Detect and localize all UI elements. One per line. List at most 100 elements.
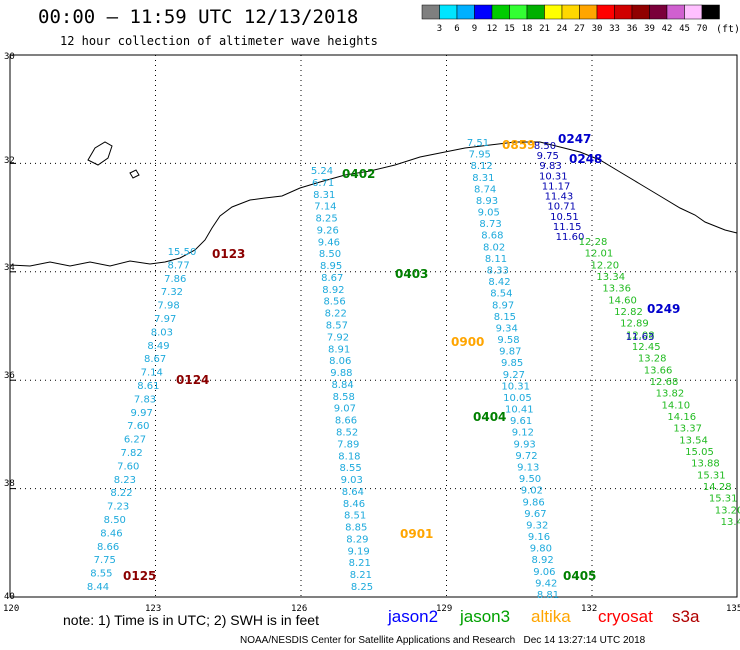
- wave-height-value: 15.31: [697, 470, 726, 481]
- wave-height-value: 7.92: [327, 332, 349, 343]
- pass-time-label: 0403: [395, 267, 428, 281]
- lon-label: 132: [581, 604, 598, 614]
- wave-height-value: 8.21: [350, 570, 372, 581]
- wave-height-value: 7.60: [117, 461, 139, 472]
- lat-label: 34: [4, 263, 15, 273]
- wave-height-value: 9.34: [496, 323, 518, 334]
- wave-height-value: 13.34: [596, 272, 625, 283]
- wave-height-value: 8.22: [325, 309, 347, 320]
- wave-height-value: 8.46: [343, 499, 365, 510]
- wave-height-value: 9.32: [526, 520, 548, 531]
- color-scale-tick: 33: [609, 24, 620, 34]
- wave-height-value: 9.02: [521, 486, 543, 497]
- map-frame: [9, 54, 738, 598]
- wave-height-value: 13.82: [656, 389, 685, 400]
- island-outline: [87, 141, 113, 166]
- wave-height-value: 8.02: [483, 242, 505, 253]
- wave-height-value: 7.89: [337, 439, 359, 450]
- wave-height-value: 9.58: [497, 335, 519, 346]
- wave-height-value: 14.28: [703, 482, 732, 493]
- wave-height-value: 7.95: [469, 150, 491, 161]
- wave-height-value: 9.83: [539, 161, 561, 172]
- lat-label: 38: [4, 479, 15, 489]
- pass-time-label: 0123: [212, 247, 245, 261]
- wave-height-value: 8.06: [329, 356, 351, 367]
- wave-height-value: 9.27: [503, 370, 525, 381]
- wave-height-value: 13.28: [638, 354, 667, 365]
- wave-height-value: 9.97: [131, 408, 153, 419]
- color-swatch: [701, 4, 720, 20]
- wave-height-value: 8.25: [315, 214, 337, 225]
- page-subtitle: 12 hour collection of altimeter wave hei…: [60, 34, 378, 48]
- pass-time-label: 0248: [569, 152, 602, 166]
- wave-height-value: 14.16: [667, 412, 696, 423]
- pass-time-label: 0249: [647, 302, 680, 316]
- wave-height-value: 9.06: [533, 567, 555, 578]
- wave-height-value: 7.14: [314, 202, 336, 213]
- pass-time-label: 0859: [502, 138, 535, 152]
- color-scale-tick: 39: [644, 24, 655, 34]
- color-scale-tick: 45: [679, 24, 690, 34]
- wave-height-value: 8.66: [97, 542, 119, 553]
- wave-height-value: 8.21: [349, 558, 371, 569]
- wave-height-value: 8.52: [336, 427, 358, 438]
- wave-height-value: 8.50: [319, 249, 341, 260]
- wave-height-value: 8.03: [151, 327, 173, 338]
- wave-height-value: 13.88: [691, 459, 720, 470]
- legend-jason2: jason2: [388, 607, 439, 626]
- wave-height-value: 8.46: [100, 528, 122, 539]
- legend-s3a: s3a: [672, 607, 700, 626]
- wave-height-value: 11.15: [553, 222, 582, 233]
- wave-height-value: 12.82: [614, 307, 643, 318]
- color-scale-tick: 30: [591, 24, 603, 34]
- wave-height-value: 9.85: [501, 358, 523, 369]
- wave-height-value: 10.31: [501, 381, 530, 392]
- wave-height-value: 9.19: [347, 546, 369, 557]
- wave-height-value: 8.95: [320, 261, 342, 272]
- wave-height-value: 7.83: [134, 394, 156, 405]
- wave-height-value: 10.71: [547, 202, 576, 213]
- wave-height-value: 13.54: [679, 435, 708, 446]
- lon-label: 126: [291, 604, 308, 614]
- wave-height-value: 8.31: [313, 190, 335, 201]
- wave-height-value: 8.66: [335, 416, 357, 427]
- wave-height-value: 9.46: [318, 237, 340, 248]
- wave-height-value: 13.20: [715, 505, 740, 516]
- wave-height-value: 12.45: [632, 342, 661, 353]
- wave-height-value: 9.80: [530, 544, 552, 555]
- wave-height-value: 9.67: [524, 509, 546, 520]
- color-scale-tick: 24: [556, 24, 568, 34]
- island-outline: [129, 169, 140, 179]
- color-scale-tick: 27: [574, 24, 585, 34]
- wave-height-value: 11.17: [542, 181, 571, 192]
- wave-height-value: 11.43: [545, 192, 574, 203]
- wave-height-value: 13.37: [673, 424, 702, 435]
- wave-height-value: 10.41: [505, 405, 534, 416]
- wave-height-value: 9.03: [341, 475, 363, 486]
- wave-height-value: 8.91: [328, 344, 350, 355]
- wave-height-value: 8.54: [490, 289, 512, 300]
- wave-height-value: 13.36: [602, 284, 631, 295]
- wave-height-value: 8.92: [531, 555, 553, 566]
- wave-height-value: 8.18: [338, 451, 360, 462]
- pass-time-label: 0900: [451, 335, 484, 349]
- wave-height-value: 8.97: [492, 300, 514, 311]
- wave-height-value: 8.93: [476, 196, 498, 207]
- wave-height-value: 8.44: [87, 582, 109, 593]
- legend-cryosat: cryosat: [598, 607, 653, 626]
- wave-height-value: 7.98: [157, 301, 179, 312]
- lon-label: 129: [436, 604, 453, 614]
- wave-height-value: 8.25: [351, 582, 373, 593]
- wave-height-value: 10.05: [503, 393, 532, 404]
- wave-height-value: 7.82: [120, 448, 142, 459]
- pass-time-label: 0404: [473, 410, 506, 424]
- color-scale-tick: 12: [486, 24, 498, 34]
- pass-time-label: 0405: [563, 569, 596, 583]
- wave-height-value: 15.05: [685, 447, 714, 458]
- wave-height-value: 8.92: [322, 285, 344, 296]
- wave-height-value: 8.58: [333, 392, 355, 403]
- wave-height-value: 9.50: [519, 474, 541, 485]
- wave-height-value: 12.20: [591, 260, 620, 271]
- color-scale-tick: 3: [436, 24, 443, 34]
